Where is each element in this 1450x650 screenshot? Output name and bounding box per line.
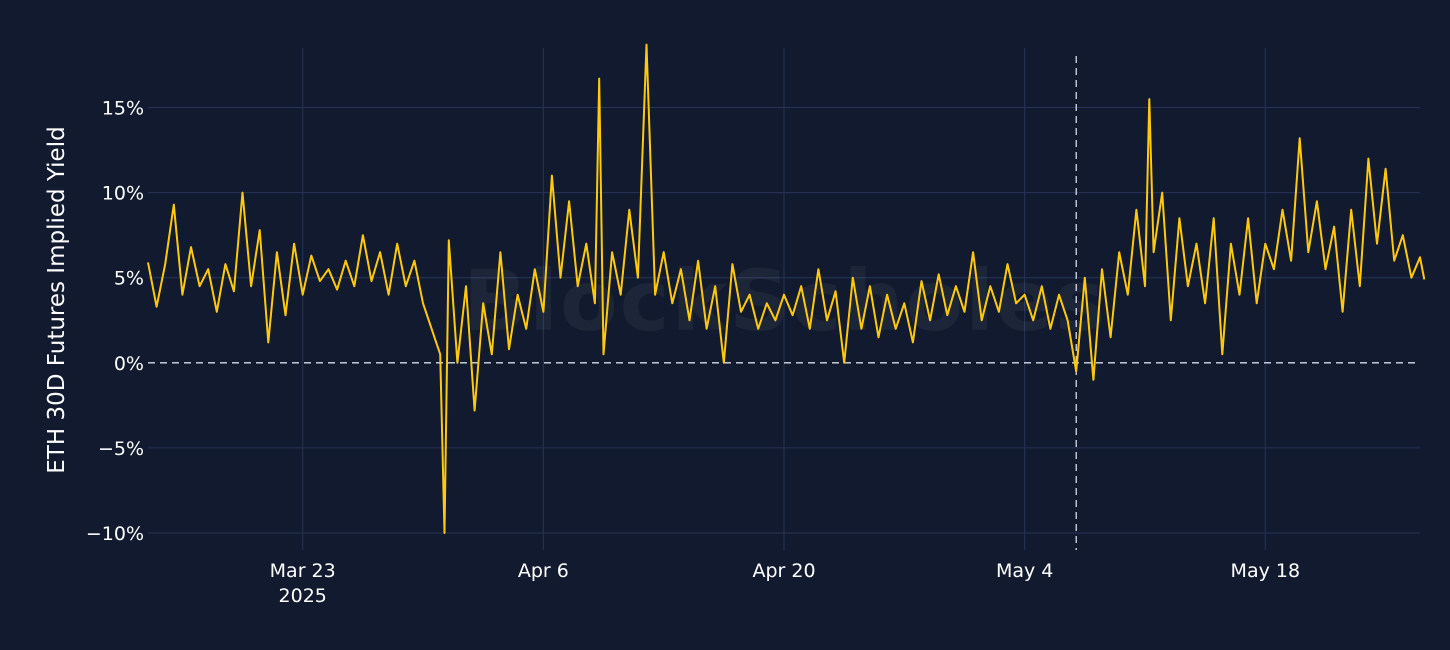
y-axis-label: ETH 30D Futures Implied Yield: [44, 126, 70, 473]
watermark: BlockScholes: [463, 252, 1107, 350]
y-tick-label: 5%: [114, 268, 144, 290]
y-tick-label: −5%: [98, 438, 144, 460]
x-tick-year-label: 2025: [279, 585, 327, 607]
y-tick-label: 15%: [102, 98, 144, 120]
y-tick-label: 10%: [102, 183, 144, 205]
y-tick-label: 0%: [114, 353, 144, 375]
series-group: [147, 43, 1426, 534]
series-line-0: [147, 43, 1426, 534]
x-tick-label: May 4: [996, 560, 1053, 582]
x-tick-label: Mar 23: [270, 560, 336, 582]
x-tick-label: May 18: [1231, 560, 1301, 582]
y-axis: −10% −5% 0% 5% 10% 15%: [86, 98, 144, 545]
x-tick-label: Apr 20: [752, 560, 815, 582]
reference-lines: [148, 56, 1420, 550]
y-tick-label: −10%: [86, 523, 144, 545]
x-tick-label: Apr 6: [518, 560, 569, 582]
x-axis: Mar 23 2025 Apr 6 Apr 20 May 4 May 18: [270, 560, 1300, 607]
gridlines: [148, 48, 1420, 550]
